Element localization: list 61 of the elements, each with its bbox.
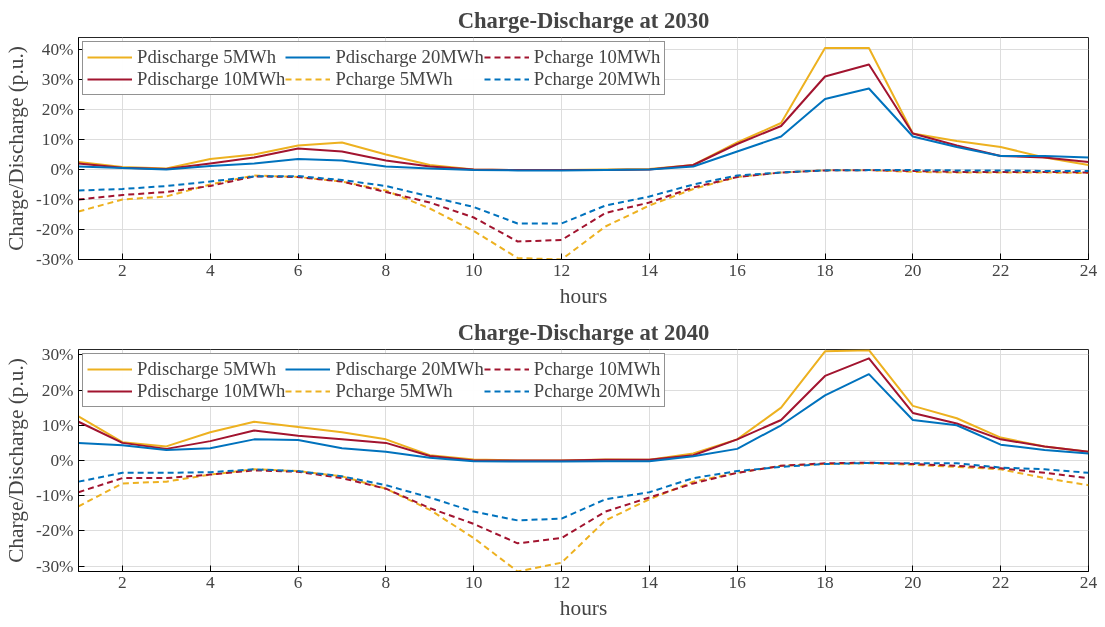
y-tick-label: 10% (41, 130, 74, 149)
legend-label: Pcharge 10MWh (533, 46, 661, 68)
line-series (78, 169, 1089, 243)
x-tick-label: 6 (293, 572, 303, 592)
y-tick-label: 0% (50, 451, 74, 470)
legend-label: Pdischarge 5MWh (137, 46, 277, 68)
x-tick-label: 24 (1079, 260, 1098, 280)
x-tick-label: 6 (293, 260, 303, 280)
x-tick-label: 20 (904, 572, 922, 592)
legend-label: Pcharge 10MWh (533, 358, 661, 380)
legend-label: Pdischarge 20MWh (335, 46, 484, 68)
x-tick-label: 20 (904, 260, 922, 280)
x-tick-label: 14 (640, 260, 659, 280)
legend-label: Pdischarge 10MWh (137, 380, 286, 402)
y-tick-label: -30% (35, 250, 74, 269)
x-tick-label: 18 (816, 572, 834, 592)
y-tick-label: 10% (41, 415, 74, 435)
legend-label: Pcharge 20MWh (533, 380, 661, 402)
x-tick-label: 12 (552, 572, 571, 592)
x-tick-label: 4 (205, 260, 215, 280)
chart-title: Charge-Discharge at 2040 (457, 319, 710, 345)
x-tick-label: 12 (552, 260, 571, 280)
y-tick-label: 20% (41, 380, 74, 400)
x-tick-label: 2 (118, 260, 127, 280)
y-tick-label: -10% (35, 486, 74, 506)
x-tick-label: 22 (992, 572, 1010, 592)
x-tick-label: 4 (205, 572, 215, 592)
legend-label: Pdischarge 5MWh (137, 358, 277, 380)
y-tick-label: -10% (35, 190, 74, 209)
chart-title: Charge-Discharge at 2030 (457, 7, 710, 33)
x-tick-label: 22 (992, 260, 1010, 280)
y-tick-label: 0% (50, 160, 74, 179)
y-tick-label: 30% (41, 345, 74, 365)
y-axis-title: Charge/Discharge (p.u.) (3, 358, 28, 563)
legend-label: Pcharge 20MWh (533, 68, 661, 90)
x-tick-label: 10 (465, 260, 483, 280)
y-tick-label: 20% (41, 100, 74, 119)
x-tick-label: 8 (381, 572, 391, 592)
legend-label: Pcharge 5MWh (335, 68, 453, 90)
legend-label: Pcharge 5MWh (335, 380, 453, 402)
x-tick-label: 8 (381, 260, 391, 280)
line-series (78, 87, 1089, 172)
x-axis-title: hours (559, 595, 608, 620)
x-tick-label: 2 (118, 572, 127, 592)
legend-label: Pdischarge 20MWh (335, 358, 484, 380)
y-axis-title: Charge/Discharge (p.u.) (3, 46, 28, 251)
y-tick-label: -20% (35, 220, 74, 239)
x-tick-label: 14 (640, 572, 659, 592)
x-tick-label: 10 (465, 572, 483, 592)
x-tick-label: 24 (1079, 572, 1098, 592)
y-tick-label: 40% (41, 40, 74, 59)
x-axis-title: hours (559, 283, 608, 308)
x-tick-label: 16 (728, 260, 747, 280)
x-tick-label: 16 (728, 572, 747, 592)
line-series (78, 461, 1089, 522)
line-series (78, 169, 1089, 225)
legend-label: Pdischarge 10MWh (137, 68, 286, 90)
x-tick-label: 18 (816, 260, 834, 280)
y-tick-label: -30% (35, 556, 74, 576)
y-tick-label: 30% (41, 70, 74, 89)
y-tick-label: -20% (35, 521, 74, 541)
